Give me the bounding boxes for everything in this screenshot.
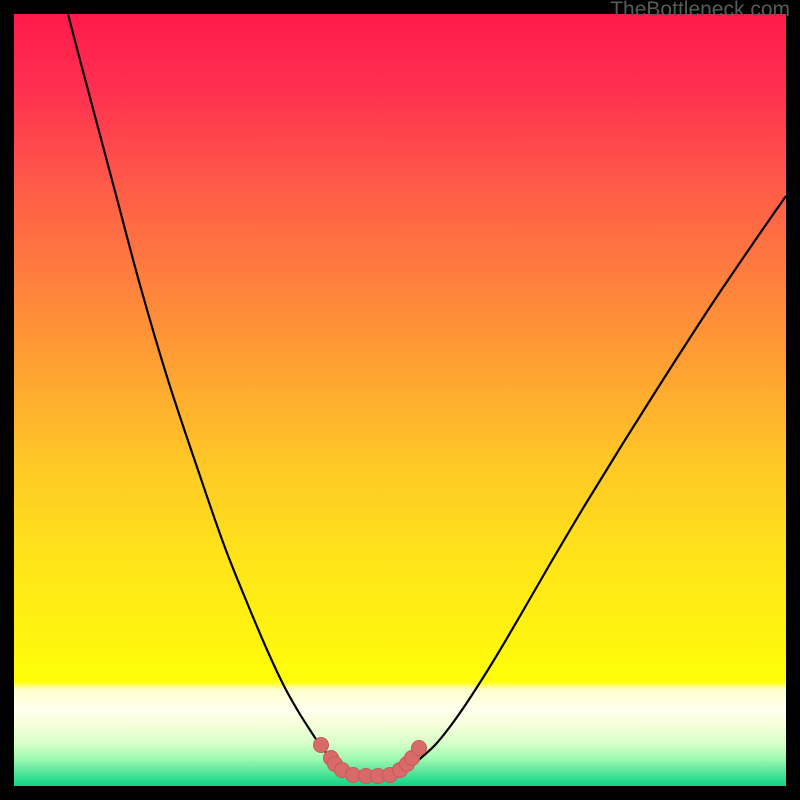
- watermark-text: TheBottleneck.com: [610, 0, 790, 22]
- bottleneck-curve-chart: [0, 0, 800, 800]
- marker-dot: [412, 741, 427, 756]
- marker-dot: [314, 738, 329, 753]
- gradient-background: [14, 14, 786, 786]
